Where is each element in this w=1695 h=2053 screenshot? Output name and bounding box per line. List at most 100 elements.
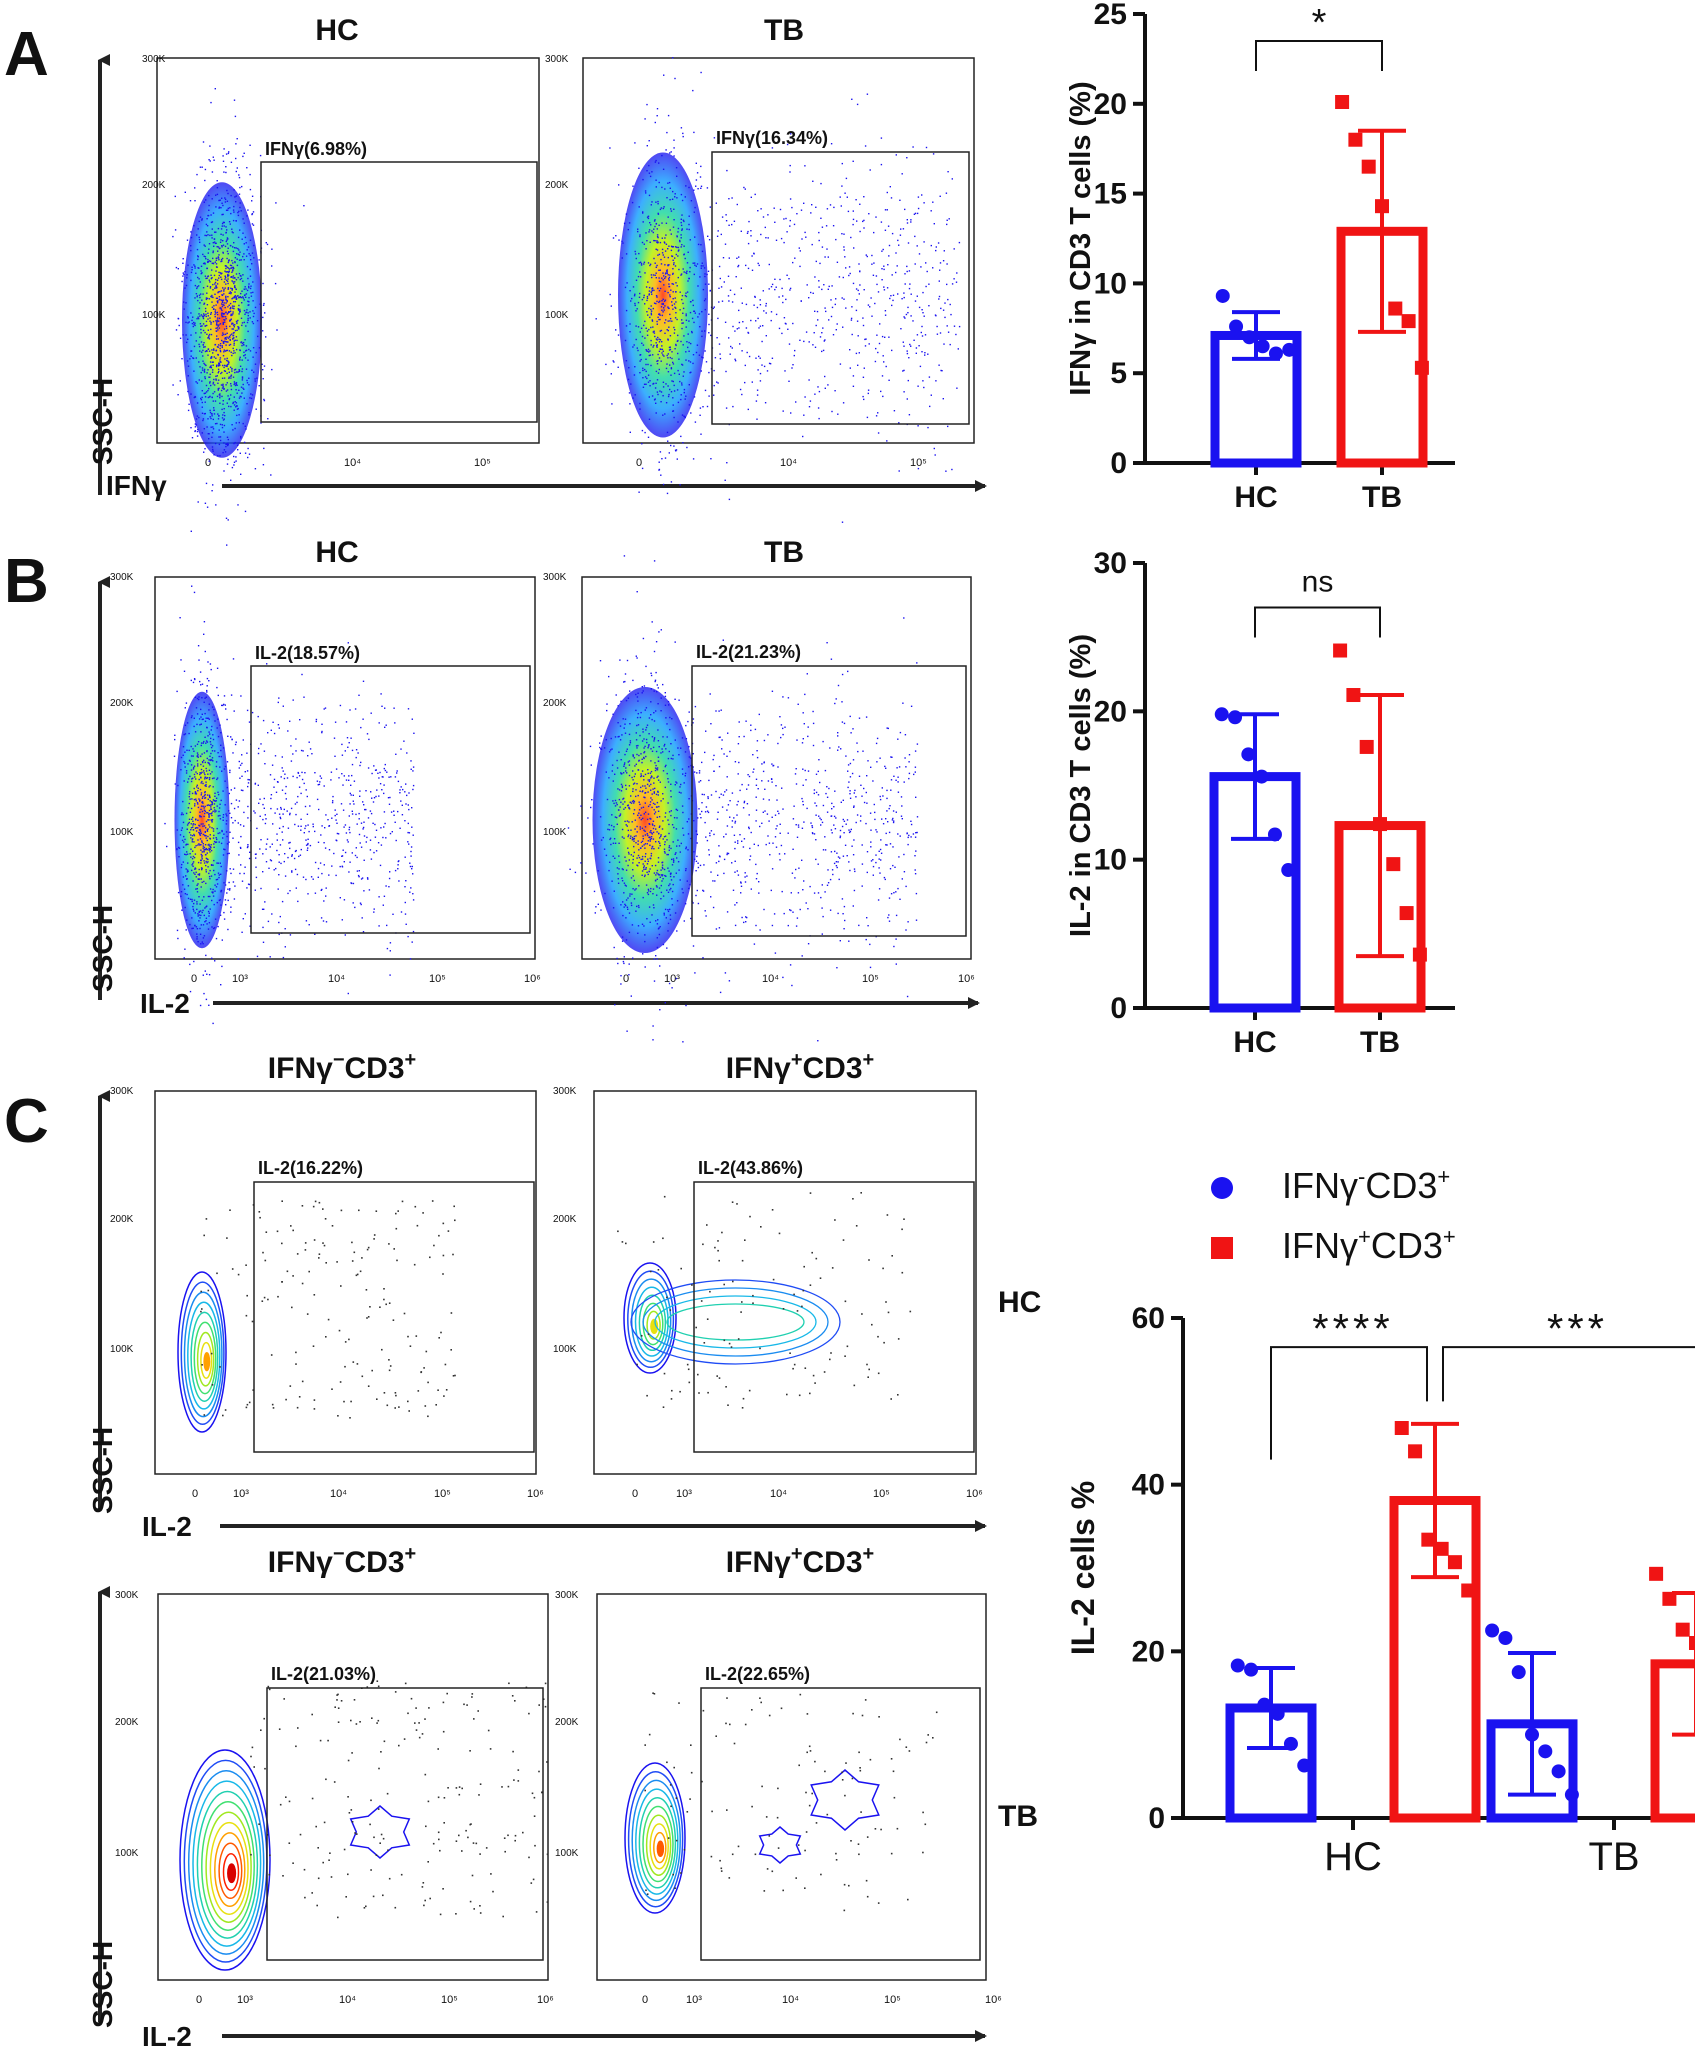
data-point bbox=[1229, 319, 1244, 334]
y-tick: 200K bbox=[142, 180, 166, 191]
y-tick-label: 20 bbox=[1132, 1635, 1165, 1668]
contour-ring bbox=[209, 1821, 249, 1915]
y-axis-label-c-bottom: SSC-H bbox=[87, 1941, 118, 2028]
significance-bracket bbox=[1255, 39, 1383, 71]
data-point bbox=[1461, 1583, 1476, 1598]
plot-title: IFNγ−CD3+ bbox=[268, 1049, 416, 1085]
contour-plot bbox=[177, 1271, 227, 1433]
flow-plot-b-hc: HC 300K 200K 100K 0 10³ 10⁴ 10⁵ 10⁶ IL-2… bbox=[110, 536, 541, 1025]
y-tick: 200K bbox=[555, 1717, 579, 1728]
contour-ring bbox=[180, 1281, 225, 1426]
data-point bbox=[1241, 747, 1256, 762]
y-axis-label-b: SSC-H bbox=[87, 905, 118, 992]
contour-blob bbox=[349, 1805, 411, 1859]
data-point bbox=[1215, 288, 1230, 303]
y-tick-label: 25 bbox=[1094, 0, 1127, 31]
data-point bbox=[1498, 1631, 1513, 1645]
dot-set bbox=[200, 1200, 456, 1419]
contour-ring bbox=[177, 1271, 227, 1433]
contour-ring bbox=[218, 1842, 243, 1900]
significance-bracket bbox=[1442, 1346, 1695, 1568]
dot-set bbox=[164, 585, 415, 1025]
y-tick: 100K bbox=[110, 827, 134, 838]
x-tick: 10⁵ bbox=[910, 457, 927, 469]
significance-label: **** bbox=[1312, 1305, 1393, 1352]
x-tick: 10⁶ bbox=[537, 1994, 554, 2006]
data-point bbox=[1230, 1658, 1245, 1673]
contour-ring bbox=[656, 1840, 665, 1858]
contour-ring bbox=[634, 1286, 669, 1357]
x-tick: 10⁴ bbox=[782, 1994, 799, 2006]
data-point bbox=[1228, 710, 1243, 725]
x-tick: 10⁴ bbox=[780, 457, 797, 469]
contour-ring bbox=[627, 1270, 675, 1369]
gate-label: IL-2(21.23%) bbox=[696, 642, 801, 662]
category-label: TB bbox=[1360, 1026, 1400, 1059]
outlier-dots bbox=[250, 1680, 549, 1919]
dot-set bbox=[644, 1692, 938, 1912]
x-tick: 10⁴ bbox=[328, 973, 345, 985]
contour-ring bbox=[623, 1262, 677, 1374]
y-tick: 200K bbox=[553, 1214, 577, 1225]
significance-label: ns bbox=[1302, 566, 1334, 599]
data-point bbox=[1412, 947, 1427, 962]
x-tick: 10⁵ bbox=[873, 1488, 890, 1500]
gate-box bbox=[266, 1687, 544, 1961]
cell-cloud bbox=[567, 555, 919, 1043]
y-tick: 100K bbox=[142, 310, 166, 321]
outlier-dots bbox=[200, 1200, 456, 1419]
data-point bbox=[1689, 1636, 1695, 1650]
data-point bbox=[1399, 906, 1414, 921]
y-tick-label: 0 bbox=[1148, 1802, 1165, 1835]
contour-ring bbox=[193, 1321, 217, 1395]
gate-label: IL-2(43.86%) bbox=[698, 1158, 803, 1178]
dot-set bbox=[172, 88, 305, 594]
contour-plot bbox=[624, 1762, 686, 1914]
contour-ring bbox=[650, 1318, 659, 1335]
data-point bbox=[1283, 1736, 1298, 1751]
x-tick: 0 bbox=[623, 973, 629, 985]
plot-title: TB bbox=[764, 14, 804, 47]
x-axis-label-c-bottom: IL-2 bbox=[142, 2021, 192, 2052]
data-point bbox=[1333, 643, 1348, 658]
data-point bbox=[1335, 95, 1350, 110]
contour-outline bbox=[758, 1826, 802, 1864]
category-label: HC bbox=[1324, 1835, 1382, 1879]
panel-letter-b: B bbox=[4, 547, 49, 616]
flow-plot-a-tb: TB 300K 200K 100K 0 10⁴ 10⁵ IFNγ(16.34%) bbox=[545, 14, 975, 523]
contour-ring bbox=[635, 1788, 679, 1895]
data-point bbox=[1348, 132, 1363, 147]
data-point bbox=[1297, 1758, 1312, 1773]
x-tick: 0 bbox=[636, 457, 642, 469]
x-tick: 10⁵ bbox=[474, 457, 491, 469]
contour-ring bbox=[645, 1814, 672, 1876]
x-tick: 10⁴ bbox=[770, 1488, 787, 1500]
category-label: HC bbox=[1233, 1026, 1276, 1059]
category-label: TB bbox=[1588, 1835, 1639, 1879]
data-point bbox=[1244, 1662, 1259, 1677]
data-point bbox=[1255, 339, 1270, 354]
contour-ring bbox=[192, 1780, 262, 1947]
data-point bbox=[1257, 1697, 1272, 1712]
data-point bbox=[1675, 1622, 1690, 1637]
contour-ring bbox=[642, 1287, 829, 1357]
contour-plot bbox=[179, 1749, 271, 1971]
y-tick: 200K bbox=[110, 698, 134, 709]
data-point bbox=[1359, 739, 1374, 754]
data-point bbox=[1281, 863, 1296, 878]
contour-ring bbox=[196, 1790, 259, 1939]
y-tick: 100K bbox=[555, 1848, 579, 1859]
gate-box bbox=[700, 1687, 981, 1961]
flow-panel-b: SSC-H IL-2 HC 300K 200K 100K 0 10³ 10⁴ 1… bbox=[87, 536, 980, 1043]
y-tick: 100K bbox=[553, 1344, 577, 1355]
data-point bbox=[1421, 1532, 1436, 1547]
y-axis-label: IL-2 in CD3 T cells (%) bbox=[1065, 634, 1097, 937]
contour-ring bbox=[638, 1797, 677, 1889]
x-tick: 10⁵ bbox=[441, 1994, 458, 2006]
data-point bbox=[1346, 688, 1361, 703]
contour-ring bbox=[227, 1863, 237, 1884]
x-tick: 10⁵ bbox=[434, 1488, 451, 1500]
x-tick: 10³ bbox=[237, 1994, 253, 2006]
legend-marker bbox=[1211, 1177, 1233, 1199]
y-tick: 300K bbox=[115, 1590, 139, 1601]
